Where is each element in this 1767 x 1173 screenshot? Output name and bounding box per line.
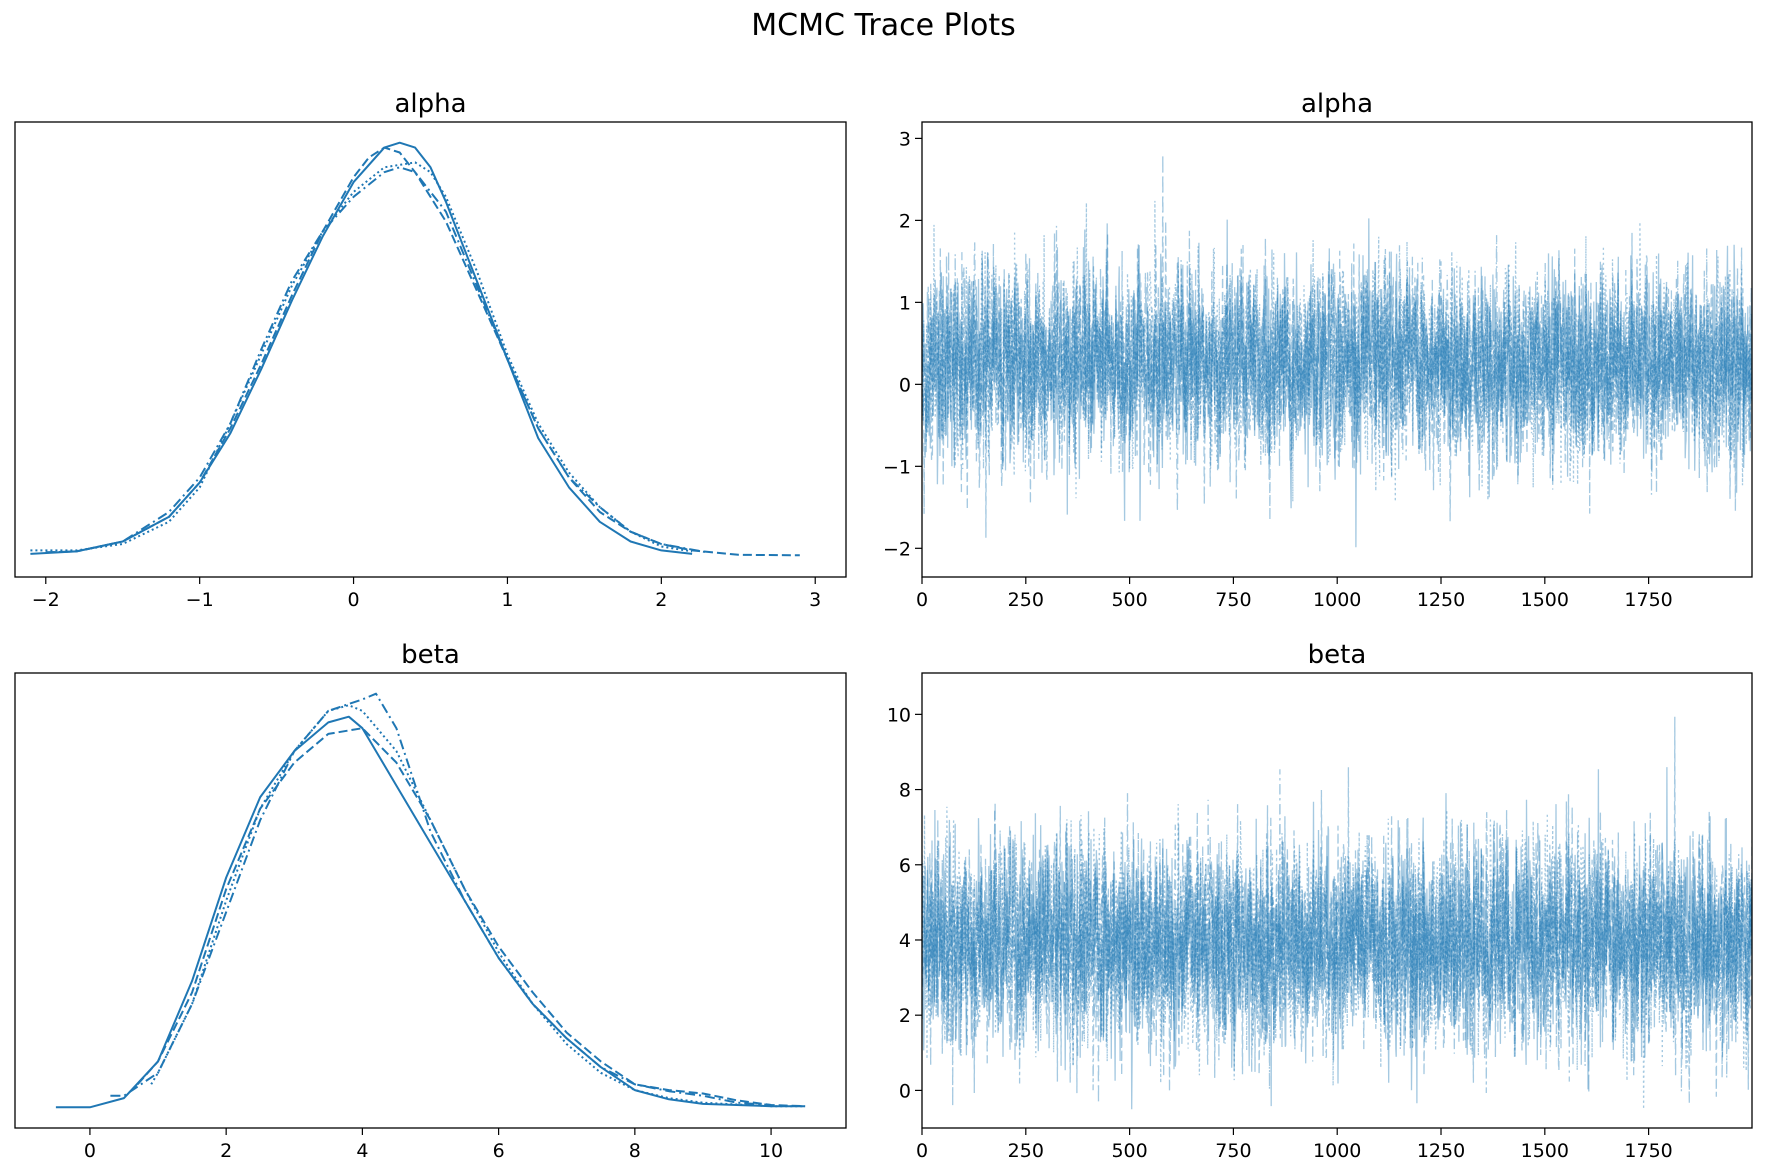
x-tick-label: 750 [1215,589,1251,611]
density-line-dashed [136,727,806,1108]
x-tick-label: 1500 [1521,589,1569,611]
density-line-dotted [30,161,693,553]
x-tick-label: 500 [1111,589,1147,611]
trace-chain-2 [922,716,1752,1104]
x-tick-label: 1750 [1624,1140,1672,1162]
y-tick-label: 4 [899,930,911,952]
y-tick-label: 3 [899,128,911,150]
x-tick-label: 0 [916,589,928,611]
density-line-dashdot [110,692,772,1106]
figure-title: MCMC Trace Plots [751,8,1016,43]
x-tick-label: 750 [1215,1140,1251,1162]
panel-title: beta [401,640,460,670]
panel-density-beta: beta 0 2 4 6 8 10 [14,640,847,1162]
x-tick-label: 1000 [1313,1140,1361,1162]
density-line-solid [30,141,693,555]
x-tick-label: 1250 [1417,589,1465,611]
x-tick-label: 250 [1008,1140,1044,1162]
x-tick-label: 3 [809,589,821,611]
trace-chain-4 [922,154,1752,512]
x-tick-label: 1 [501,589,513,611]
x-tick-label: 8 [629,1140,641,1162]
x-tick-label: 1750 [1624,589,1672,611]
y-tick-label: −2 [883,538,911,560]
x-tick-label: −1 [186,589,214,611]
x-tick-label: 0 [916,1140,928,1162]
panel-title: beta [1308,640,1367,670]
y-tick-label: 0 [899,1080,911,1102]
axes-frame [14,672,847,1129]
x-tick-label: 0 [84,1140,96,1162]
x-tick-label: 1500 [1521,1140,1569,1162]
panel-trace-beta: beta 0 2 4 6 8 10 0 250 500 750 1000 1250 1500 1750 [887,640,1753,1162]
x-tick-label: −2 [32,589,60,611]
axes-frame [14,121,847,578]
y-tick-label: 2 [899,1005,911,1027]
y-tick-label: 10 [887,704,911,726]
panel-density-alpha: alpha −2 −1 0 1 2 3 [14,89,847,611]
plot-area [922,716,1752,1110]
y-tick-label: 2 [899,210,911,232]
y-tick-label: 1 [899,292,911,314]
plot-area [30,141,800,557]
plot-area [55,692,806,1109]
x-tick-label: 2 [655,589,667,611]
density-line-solid [55,715,806,1109]
panel-trace-alpha: alpha −2 −1 0 1 2 3 0 250 500 750 1000 1250 1500 1750 [883,89,1753,611]
x-tick-label: 0 [348,589,360,611]
x-tick-label: 250 [1008,589,1044,611]
trace-chain-3 [922,200,1752,502]
x-tick-label: 1250 [1417,1140,1465,1162]
x-tick-label: 1000 [1313,589,1361,611]
x-tick-label: 10 [759,1140,783,1162]
trace-chain-3 [922,804,1752,1110]
trace-chain-4 [922,767,1752,1107]
density-line-dotted [150,704,806,1108]
trace-chain-1 [922,767,1752,1110]
y-tick-label: 0 [899,374,911,396]
x-tick-label: 500 [1111,1140,1147,1162]
y-tick-label: 8 [899,780,911,802]
x-tick-label: 2 [220,1140,232,1162]
x-tick-label: 4 [356,1140,368,1162]
trace-chain-1 [922,218,1752,548]
y-tick-label: −1 [883,456,911,478]
y-tick-label: 6 [899,855,911,877]
x-tick-label: 6 [493,1140,505,1162]
panel-title: alpha [1301,89,1373,119]
density-line-dashdot [45,166,708,554]
panel-title: alpha [394,89,466,119]
density-line-dashed [45,146,800,557]
plot-area [922,154,1752,548]
trace-chain-2 [922,221,1752,538]
